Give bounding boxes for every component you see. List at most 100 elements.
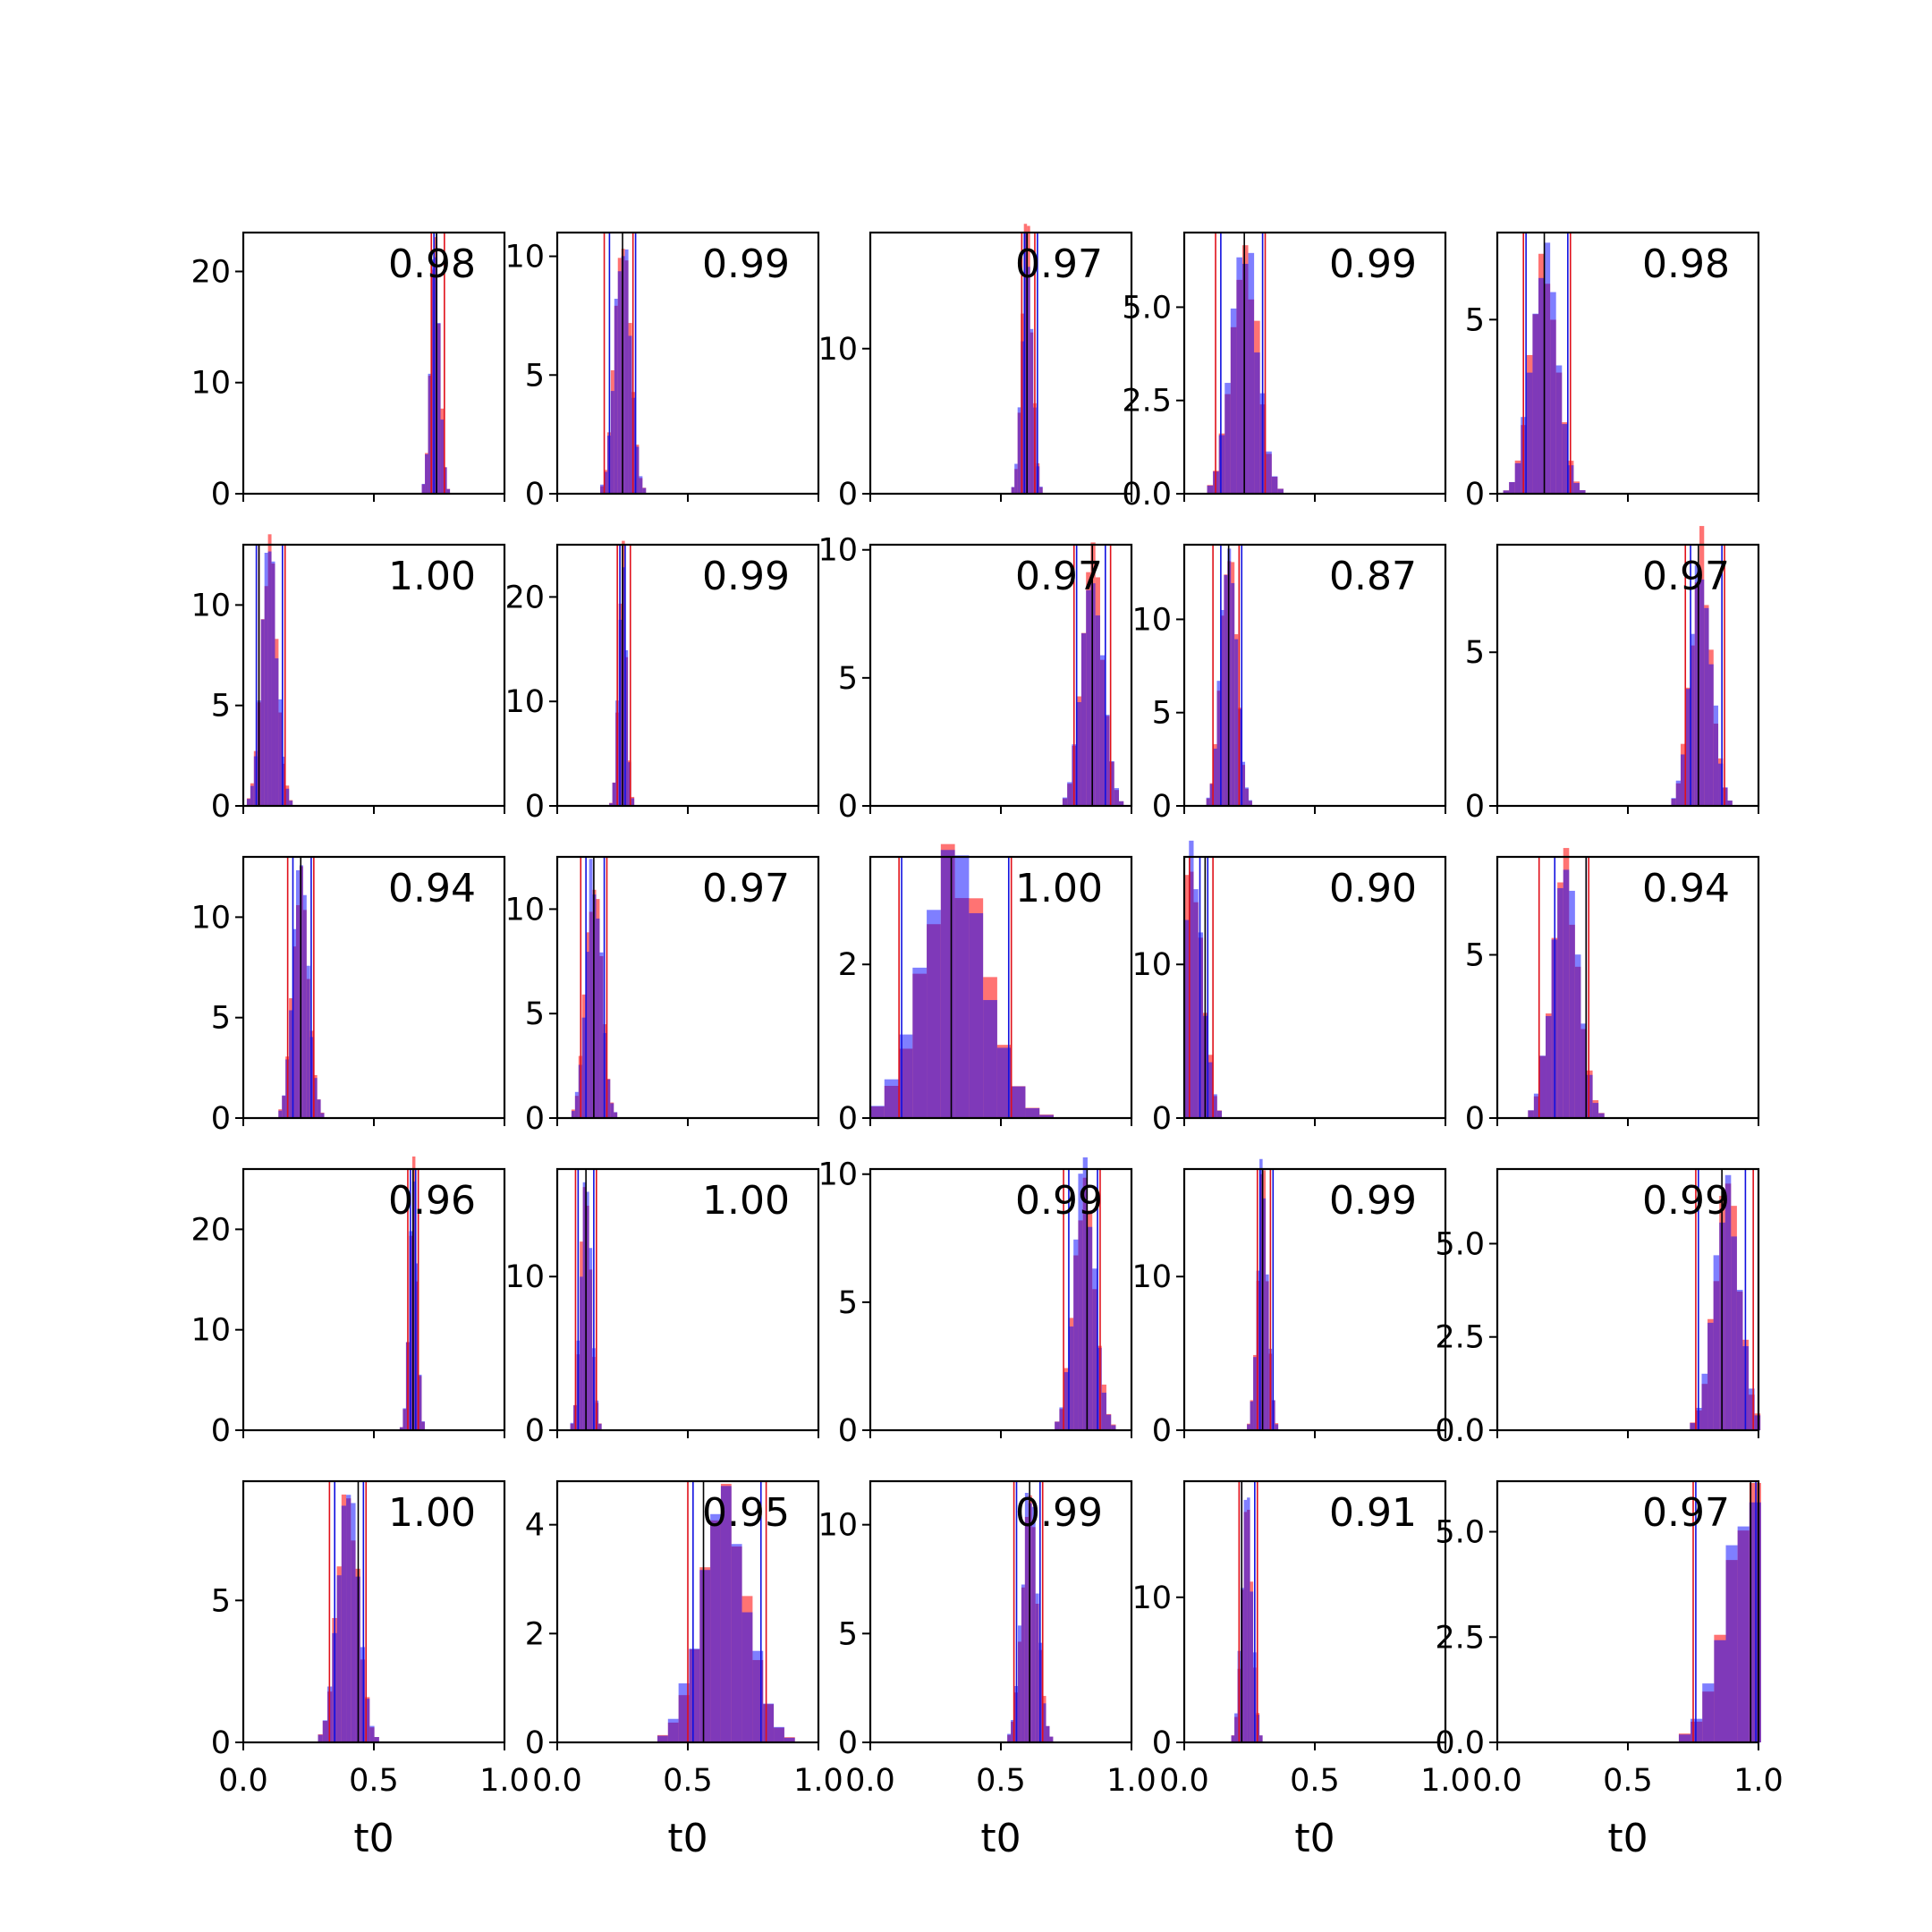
coverage-annotation: 0.99 (702, 242, 790, 287)
bar-b (969, 912, 984, 1118)
bar-b (774, 1726, 784, 1742)
y-tick-label: 0 (1465, 477, 1485, 513)
bar-b (1073, 1239, 1079, 1430)
bar-b (365, 1699, 370, 1742)
bar-b (582, 1182, 587, 1430)
coverage-annotation: 0.98 (1642, 242, 1730, 287)
x-axis-label: t0 (1607, 1816, 1648, 1861)
bar-b (1538, 277, 1545, 494)
y-tick-label: 10 (191, 900, 231, 936)
y-tick-label: 0 (1152, 789, 1172, 825)
bar-b (1035, 1593, 1039, 1742)
bar-b (1231, 582, 1235, 806)
y-tick-label: 5 (211, 1583, 231, 1619)
bar-b (1080, 633, 1087, 806)
bar-b (1713, 705, 1719, 806)
bar-b (689, 1648, 700, 1742)
x-tick-label: 0.5 (1290, 1763, 1340, 1799)
histogram-panel-7: 0 10 20 0.99 (504, 540, 820, 825)
y-tick-label: 0.0 (1122, 477, 1172, 513)
bar-b (1046, 1725, 1050, 1742)
bar-b (1539, 1055, 1546, 1118)
coverage-annotation: 0.98 (388, 242, 476, 287)
coverage-annotation: 0.91 (1329, 1490, 1417, 1536)
bar-b (1059, 1407, 1064, 1430)
bar-b (635, 446, 640, 494)
bar-b (1011, 1086, 1026, 1118)
bar-b (246, 799, 250, 806)
bar-b (1208, 1062, 1213, 1118)
bar-b (402, 1408, 406, 1430)
bar-b (1216, 681, 1221, 806)
coverage-annotation: 0.97 (702, 866, 790, 911)
histogram-panel-18: 0 5 10 0.99 (818, 1157, 1133, 1449)
y-tick-label: 10 (818, 332, 858, 368)
bar-b (1039, 487, 1043, 494)
x-tick-label: 1.0 (1420, 1763, 1470, 1799)
bar-b (983, 1000, 997, 1118)
histogram-panel-23: 0 5 10 0.0 0.5 1.0 0.99 (818, 1479, 1157, 1799)
x-axis-label: t0 (667, 1816, 708, 1861)
y-tick-label: 5 (1465, 302, 1485, 338)
histogram-panel-8: 0 5 10 0.97 (818, 533, 1133, 825)
bar-b (1109, 760, 1114, 806)
bars-panel-10 (1671, 526, 1733, 806)
bar-b (1702, 1683, 1715, 1742)
bar-b (628, 335, 632, 494)
y-tick-label: 5 (838, 661, 858, 697)
x-tick-label: 0.5 (663, 1763, 713, 1799)
y-tick-label: 10 (1131, 1259, 1172, 1295)
y-tick-label: 5 (525, 358, 545, 394)
bar-b (1224, 383, 1231, 494)
bar-b (1017, 407, 1021, 494)
bar-b (1250, 1401, 1254, 1430)
bar-b (667, 1718, 679, 1742)
bar-b (1063, 1372, 1069, 1430)
bar-b (927, 910, 941, 1118)
histogram-panel-12: 0 5 10 0.97 (504, 855, 820, 1137)
bar-b (1259, 1735, 1263, 1742)
histogram-panel-11: 0 5 10 0.94 (191, 855, 506, 1137)
bar-b (282, 757, 286, 806)
bar-b (752, 1650, 764, 1742)
bar-b (1509, 481, 1515, 494)
bar-b (1245, 787, 1249, 806)
bar-b (622, 567, 625, 806)
bar-b (1275, 1424, 1279, 1430)
bar-b (581, 1017, 586, 1118)
bar-b (599, 952, 604, 1118)
histogram-panel-5: 050.98 (1465, 231, 1760, 513)
coverage-annotation: 1.00 (702, 1178, 790, 1224)
y-tick-label: 10 (504, 1259, 545, 1295)
bar-b (631, 397, 636, 494)
bar-b (1248, 800, 1252, 806)
y-tick-label: 0 (1152, 1101, 1172, 1137)
bar-b (1690, 1422, 1696, 1430)
bar-b (610, 1103, 614, 1118)
y-tick-label: 2.5 (1122, 384, 1172, 419)
bar-b (1723, 787, 1728, 806)
bars-panel-8 (1062, 542, 1124, 806)
bar-b (1076, 701, 1081, 806)
bar-b (374, 1737, 379, 1742)
x-tick-label: 0.0 (218, 1763, 268, 1799)
y-tick-label: 0 (525, 789, 545, 825)
bar-b (1533, 1093, 1540, 1118)
bar-b (600, 484, 604, 494)
bar-b (624, 249, 629, 494)
histogram-panel-3: 0 10 0.97 (818, 224, 1133, 513)
bar-b (1234, 639, 1239, 806)
bar-b (589, 859, 593, 1118)
histogram-panel-6: 0 5 10 1.00 (191, 534, 506, 825)
coverage-annotation: 0.99 (702, 554, 790, 599)
bar-b (1736, 1290, 1743, 1430)
histogram-panel-22: 0 2 4 0.0 0.5 1.0 0.95 (525, 1479, 843, 1799)
bar-b (1024, 1493, 1029, 1742)
x-axis-labels: t0 t0 t0 t0 t0 (353, 1816, 1648, 1861)
bar-b (1707, 1322, 1714, 1430)
bar-b (1092, 1268, 1097, 1430)
y-tick-label: 0 (211, 477, 231, 513)
y-tick-label: 10 (504, 892, 545, 928)
bar-b (1207, 485, 1214, 494)
x-tick-label: 1.0 (793, 1763, 843, 1799)
